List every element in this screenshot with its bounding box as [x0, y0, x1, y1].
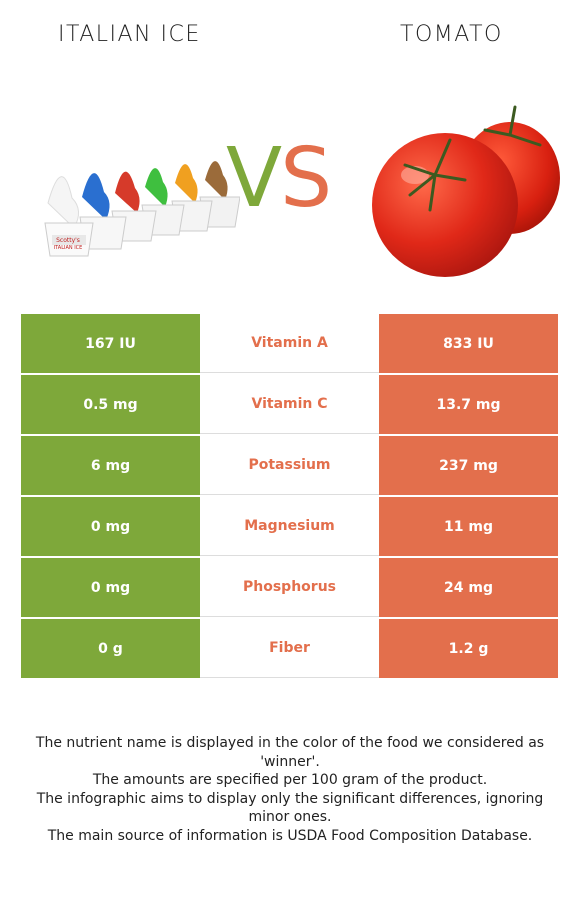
nutrient-name: Magnesium: [200, 497, 379, 556]
footer-line: The main source of information is USDA F…: [47, 827, 533, 844]
italian-ice-image: Scotty's ITALIAN ICE: [44, 161, 240, 257]
nutrient-name: Potassium: [200, 436, 379, 495]
table-row: 0 mg Phosphorus 24 mg: [21, 558, 558, 618]
left-value: 0 g: [21, 619, 200, 678]
left-food-title: ITALIAN ICE: [58, 22, 201, 47]
table-row: 167 IU Vitamin A 833 IU: [21, 314, 558, 374]
right-value: 833 IU: [379, 314, 558, 373]
table-row: 0 mg Magnesium 11 mg: [21, 497, 558, 557]
left-logo-text-1: Scotty's: [56, 237, 80, 244]
nutrient-comparison-table: 167 IU Vitamin A 833 IU 0.5 mg Vitamin C…: [21, 314, 558, 679]
right-value: 13.7 mg: [379, 375, 558, 434]
table-row: 0.5 mg Vitamin C 13.7 mg: [21, 375, 558, 435]
footer-line: The nutrient name is displayed in the co…: [35, 735, 545, 770]
right-value: 24 mg: [379, 558, 558, 617]
vs-v: V: [226, 131, 282, 226]
table-row: 0 g Fiber 1.2 g: [21, 619, 558, 679]
vs-label: VS: [226, 138, 332, 220]
nutrient-name: Vitamin C: [200, 375, 379, 434]
tomato-image: [372, 105, 560, 277]
left-value: 0 mg: [21, 497, 200, 556]
footer-notes: The nutrient name is displayed in the co…: [20, 734, 560, 845]
left-value: 6 mg: [21, 436, 200, 495]
left-value: 0 mg: [21, 558, 200, 617]
footer-line: The amounts are specified per 100 gram o…: [92, 772, 488, 788]
nutrient-name: Phosphorus: [200, 558, 379, 617]
table-row: 6 mg Potassium 237 mg: [21, 436, 558, 496]
right-food-title: TOMATO: [400, 22, 503, 47]
vs-s: S: [280, 131, 332, 226]
right-value: 11 mg: [379, 497, 558, 556]
left-value: 167 IU: [21, 314, 200, 373]
right-value: 1.2 g: [379, 619, 558, 678]
left-value: 0.5 mg: [21, 375, 200, 434]
right-value: 237 mg: [379, 436, 558, 495]
nutrient-name: Vitamin A: [200, 314, 379, 373]
nutrient-name: Fiber: [200, 619, 379, 678]
left-logo-text-2: ITALIAN ICE: [54, 245, 83, 251]
footer-line: The infographic aims to display only the…: [36, 790, 544, 826]
